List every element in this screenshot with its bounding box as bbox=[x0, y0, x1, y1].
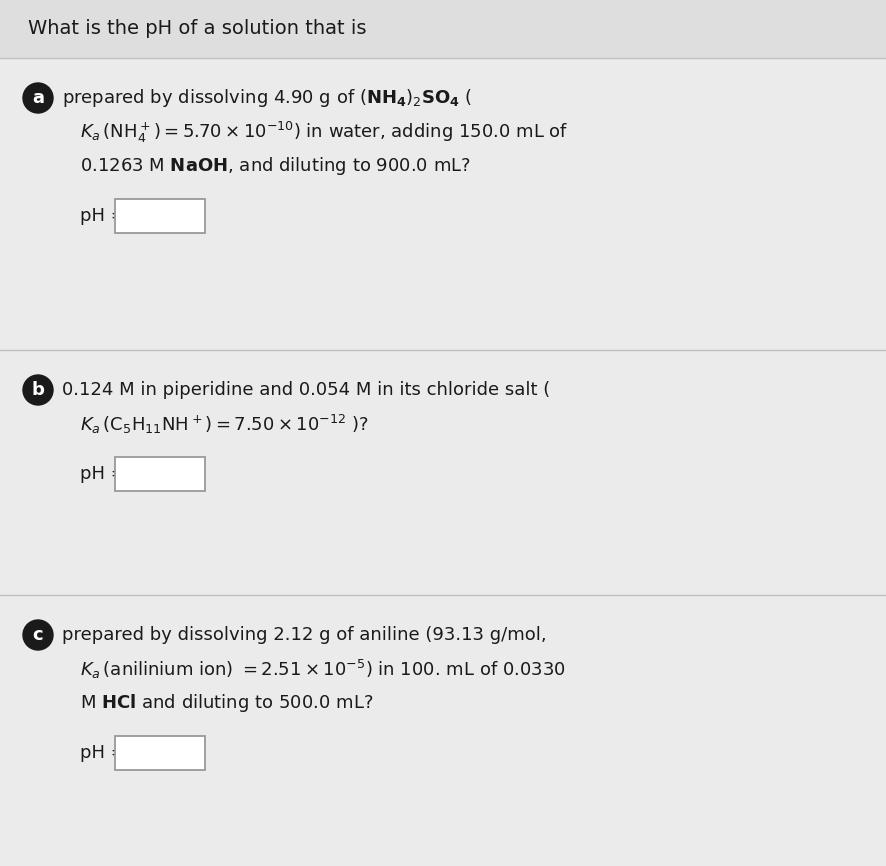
Text: c: c bbox=[33, 626, 43, 644]
Text: prepared by dissolving 2.12 g of aniline (93.13 g/mol,: prepared by dissolving 2.12 g of aniline… bbox=[62, 626, 547, 644]
Bar bbox=[115, 736, 205, 770]
Text: What is the pH of a solution that is: What is the pH of a solution that is bbox=[28, 20, 367, 38]
Text: pH =: pH = bbox=[80, 744, 126, 762]
Bar bbox=[0, 595, 886, 866]
Text: 0.1263 M ${\bf NaOH}$, and diluting to 900.0 mL?: 0.1263 M ${\bf NaOH}$, and diluting to 9… bbox=[80, 155, 470, 177]
Text: prepared by dissolving 4.90 g of $({\bf NH_4})_2{\bf SO_4}$ (: prepared by dissolving 4.90 g of $({\bf … bbox=[62, 87, 472, 109]
Text: $K_a\,({\rm C_5H_{11}NH^+}) = 7.50 \times 10^{-12}$ )?: $K_a\,({\rm C_5H_{11}NH^+}) = 7.50 \time… bbox=[80, 412, 369, 436]
Text: a: a bbox=[32, 89, 44, 107]
Text: $K_a\,({\rm NH_4^+}) = 5.70 \times 10^{-10}$) in water, adding 150.0 mL of: $K_a\,({\rm NH_4^+}) = 5.70 \times 10^{-… bbox=[80, 120, 569, 145]
Circle shape bbox=[23, 620, 53, 650]
Bar bbox=[0, 350, 886, 595]
Bar bbox=[115, 457, 205, 491]
Circle shape bbox=[23, 83, 53, 113]
Text: 0.124 M in piperidine and 0.054 M in its chloride salt (: 0.124 M in piperidine and 0.054 M in its… bbox=[62, 381, 550, 399]
Circle shape bbox=[23, 375, 53, 405]
Text: pH =: pH = bbox=[80, 465, 126, 483]
Bar bbox=[0, 0, 886, 58]
Text: pH =: pH = bbox=[80, 207, 126, 225]
Bar bbox=[0, 58, 886, 350]
Text: M ${\bf HCl}$ and diluting to 500.0 mL?: M ${\bf HCl}$ and diluting to 500.0 mL? bbox=[80, 692, 373, 714]
Bar bbox=[115, 199, 205, 233]
Text: b: b bbox=[32, 381, 44, 399]
Text: $K_a\,$(anilinium ion) $= 2.51 \times 10^{-5}$) in 100. mL of 0.0330: $K_a\,$(anilinium ion) $= 2.51 \times 10… bbox=[80, 657, 566, 681]
